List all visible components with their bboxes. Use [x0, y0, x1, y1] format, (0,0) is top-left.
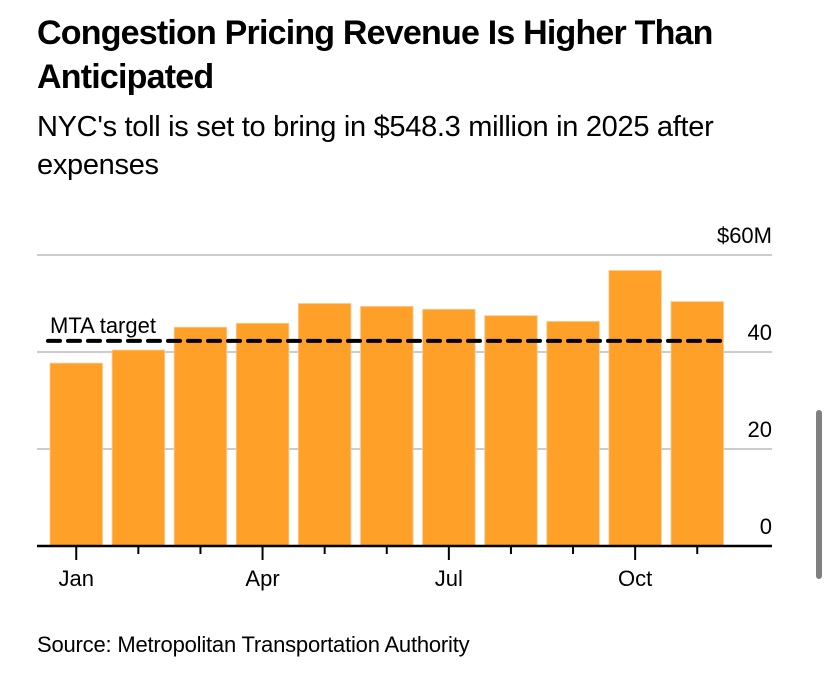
bar-jun: [360, 306, 414, 547]
x-axis: Jan Apr Jul Oct: [37, 544, 772, 591]
x-tick-label: Jan: [59, 566, 94, 591]
bar-nov: [670, 301, 724, 547]
bar-may: [297, 303, 352, 547]
chart-subtitle: NYC's toll is set to bring in $548.3 mil…: [37, 111, 714, 181]
x-tick-label: Oct: [618, 566, 652, 591]
x-tick-label: Apr: [245, 566, 279, 591]
y-tick-label: 0: [760, 514, 772, 539]
y-tick-label: 40: [748, 320, 772, 345]
bar-jul: [422, 308, 476, 547]
scrollbar[interactable]: [816, 410, 822, 579]
source-note: Source: Metropolitan Transportation Auth…: [37, 632, 470, 657]
x-tick-label: Jul: [435, 566, 463, 591]
mta-target-label: MTA target: [50, 313, 156, 338]
bars: [49, 270, 724, 547]
bar-sep: [546, 321, 600, 547]
y-tick-label: $60M: [717, 223, 772, 248]
bar-feb: [111, 349, 165, 547]
bar-mar: [173, 326, 228, 547]
y-axis-labels: 0 20 40 $60M: [717, 223, 772, 539]
bar-apr: [235, 322, 290, 547]
bar-oct: [608, 270, 662, 547]
y-tick-label: 20: [748, 417, 772, 442]
target-line-group: MTA target: [46, 313, 723, 343]
bar-aug: [484, 315, 538, 547]
bar-jan: [49, 362, 103, 547]
bar-chart: 0 20 40 $60M Jan Apr Jul Oct MTA target: [37, 223, 772, 591]
chart-title: Congestion Pricing Revenue Is Higher Tha…: [37, 14, 713, 96]
